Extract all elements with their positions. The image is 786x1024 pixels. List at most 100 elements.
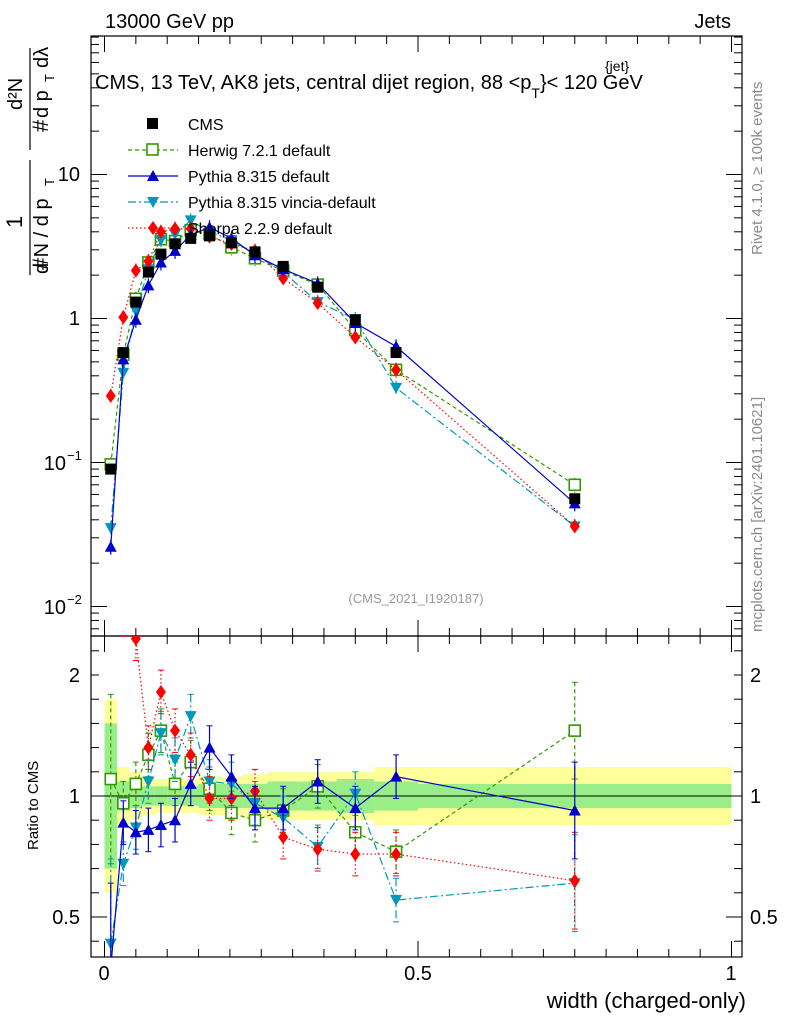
ratio-point-pythia <box>129 826 142 838</box>
ratio-point-vincia <box>390 895 403 907</box>
ratio-series-pythia <box>107 725 581 957</box>
uncertainty-band-group <box>91 699 742 893</box>
point-sherpa <box>105 388 116 403</box>
point-cms <box>204 230 216 242</box>
ratio-point-pythia <box>390 770 403 782</box>
point-cms <box>569 493 581 505</box>
point-vincia <box>104 523 117 535</box>
point-cms <box>249 246 261 258</box>
point-vincia <box>117 367 130 379</box>
xlabel: width (charged-only) <box>546 988 746 1013</box>
ratio-ytick-1: 1 <box>69 786 80 808</box>
ratio-point-pythia <box>349 802 362 814</box>
ratio-point-pythia <box>311 775 324 787</box>
main-ylabel-dpt: d p <box>31 90 53 118</box>
point-cms <box>185 232 197 244</box>
main-ylabel-sub-1: T <box>42 178 57 186</box>
main-ylabel-hash-2: # <box>28 119 53 132</box>
ratio-point-sherpa <box>278 830 289 845</box>
point-sherpa <box>155 224 166 239</box>
point-pythia <box>154 256 167 268</box>
plot-title: CMS, 13 TeV, AK8 jets, central dijet reg… <box>95 72 643 101</box>
point-pythia <box>129 313 142 325</box>
ratio-point-herwig <box>568 724 582 737</box>
point-cms <box>169 238 181 250</box>
legend: CMS Herwig 7.2.1 default Pythia 8.315 de… <box>128 117 376 238</box>
ratio-point-herwig <box>129 777 143 791</box>
ratio-point-sherpa <box>170 723 181 738</box>
ratio-point-herwig <box>168 777 182 791</box>
ratio-point-pythia <box>568 804 581 816</box>
main-ytick-1: 1 <box>69 308 80 330</box>
ratio-point-vincia <box>169 754 182 766</box>
ratio-point-pythia <box>169 814 182 826</box>
main-series-layer <box>104 213 582 555</box>
series-group <box>104 213 582 957</box>
ratio-line-vincia <box>110 714 575 944</box>
mcplots-label: mcplots.cern.ch [arXiv:2401.10621] <box>749 397 766 632</box>
point-sherpa <box>569 519 580 534</box>
main-ytick-0.1-base: 10 <box>44 453 66 475</box>
point-herwig <box>568 478 582 492</box>
point-vincia <box>184 215 197 227</box>
legend-label-herwig: Herwig 7.2.1 default <box>188 143 331 160</box>
series-line-vincia <box>110 219 576 529</box>
main-ytick-0.01-exp: −2 <box>67 592 82 607</box>
ratio-ytick-0.5: 0.5 <box>52 907 80 929</box>
series-line-pythia <box>110 226 576 547</box>
point-pythia <box>169 244 182 256</box>
main-ylabel-one: 1 <box>2 216 27 228</box>
series-sherpa <box>105 221 580 535</box>
main-ylabel-numerator: d²N <box>5 78 27 110</box>
legend-label-sherpa: Sherpa 2.2.9 default <box>188 221 333 238</box>
ratio-point-sherpa <box>350 847 361 862</box>
series-line-sherpa <box>110 228 576 527</box>
point-cms <box>155 248 167 260</box>
ratio-ylabel: Ratio to CMS <box>25 761 42 850</box>
main-ytick-10: 10 <box>58 164 80 186</box>
main-ylabel-denominator: d N / d p <box>31 198 53 274</box>
point-cms <box>277 260 289 272</box>
main-ylabel-sub-2: T <box>42 74 57 82</box>
ratio-point-pythia <box>225 770 238 782</box>
point-sherpa <box>278 271 289 286</box>
ratio-point-pythia <box>142 823 155 835</box>
rivet-label: Rivet 4.1.0, ≥ 100k events <box>749 82 766 255</box>
legend-label-vincia: Pythia 8.315 vincia-default <box>188 195 376 212</box>
point-vincia <box>129 305 142 317</box>
ratio-point-pythia <box>248 802 261 814</box>
series-line-herwig <box>110 229 576 486</box>
ratio-ytick-2-right: 2 <box>750 665 761 687</box>
title-tail: }< 120 GeV <box>540 72 644 94</box>
ratio-point-pythia <box>277 802 290 814</box>
energy-label: 13000 GeV pp <box>105 11 234 33</box>
ratio-ytick-1-right: 1 <box>750 786 761 808</box>
point-sherpa <box>391 362 402 377</box>
point-cms <box>117 347 129 359</box>
ratio-point-pythia <box>203 741 216 753</box>
ratio-point-sherpa <box>569 873 580 888</box>
ratio-point-sherpa <box>106 589 116 603</box>
ratio-ytick-2: 2 <box>69 665 80 687</box>
axis-ticks-group <box>91 36 742 957</box>
legend-marker-sherpa <box>148 221 158 235</box>
xtick-0.5: 0.5 <box>404 963 432 985</box>
point-cms <box>390 347 402 359</box>
legend-marker-pythia <box>147 170 159 181</box>
ratio-point-herwig <box>104 772 118 786</box>
point-sherpa <box>143 254 154 269</box>
point-pythia <box>104 540 117 552</box>
ratio-point-pythia <box>154 819 167 831</box>
analysis-id: (CMS_2021_I1920187) <box>348 591 483 606</box>
point-sherpa <box>312 296 323 311</box>
ratio-point-pythia <box>117 816 130 828</box>
point-pythia <box>203 221 216 233</box>
main-ytick-0.01-base: 10 <box>44 597 66 619</box>
main-ylabel-dlambda: dλ <box>31 47 53 68</box>
legend-marker-herwig <box>146 143 159 156</box>
point-cms <box>105 463 117 475</box>
point-sherpa <box>350 330 361 345</box>
point-cms <box>225 237 237 249</box>
point-cms <box>142 266 154 278</box>
